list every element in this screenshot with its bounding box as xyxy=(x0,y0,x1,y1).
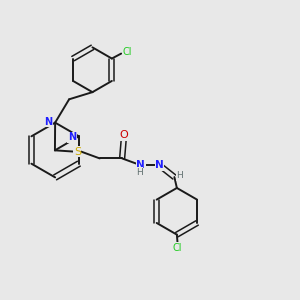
Text: N: N xyxy=(68,132,76,142)
Text: H: H xyxy=(136,168,143,177)
Text: H: H xyxy=(177,171,183,180)
Text: N: N xyxy=(44,117,52,127)
Text: Cl: Cl xyxy=(122,47,131,57)
Text: S: S xyxy=(74,147,81,157)
Text: N: N xyxy=(155,160,164,170)
Text: Cl: Cl xyxy=(173,243,182,253)
Text: O: O xyxy=(119,130,128,140)
Text: N: N xyxy=(136,160,145,170)
